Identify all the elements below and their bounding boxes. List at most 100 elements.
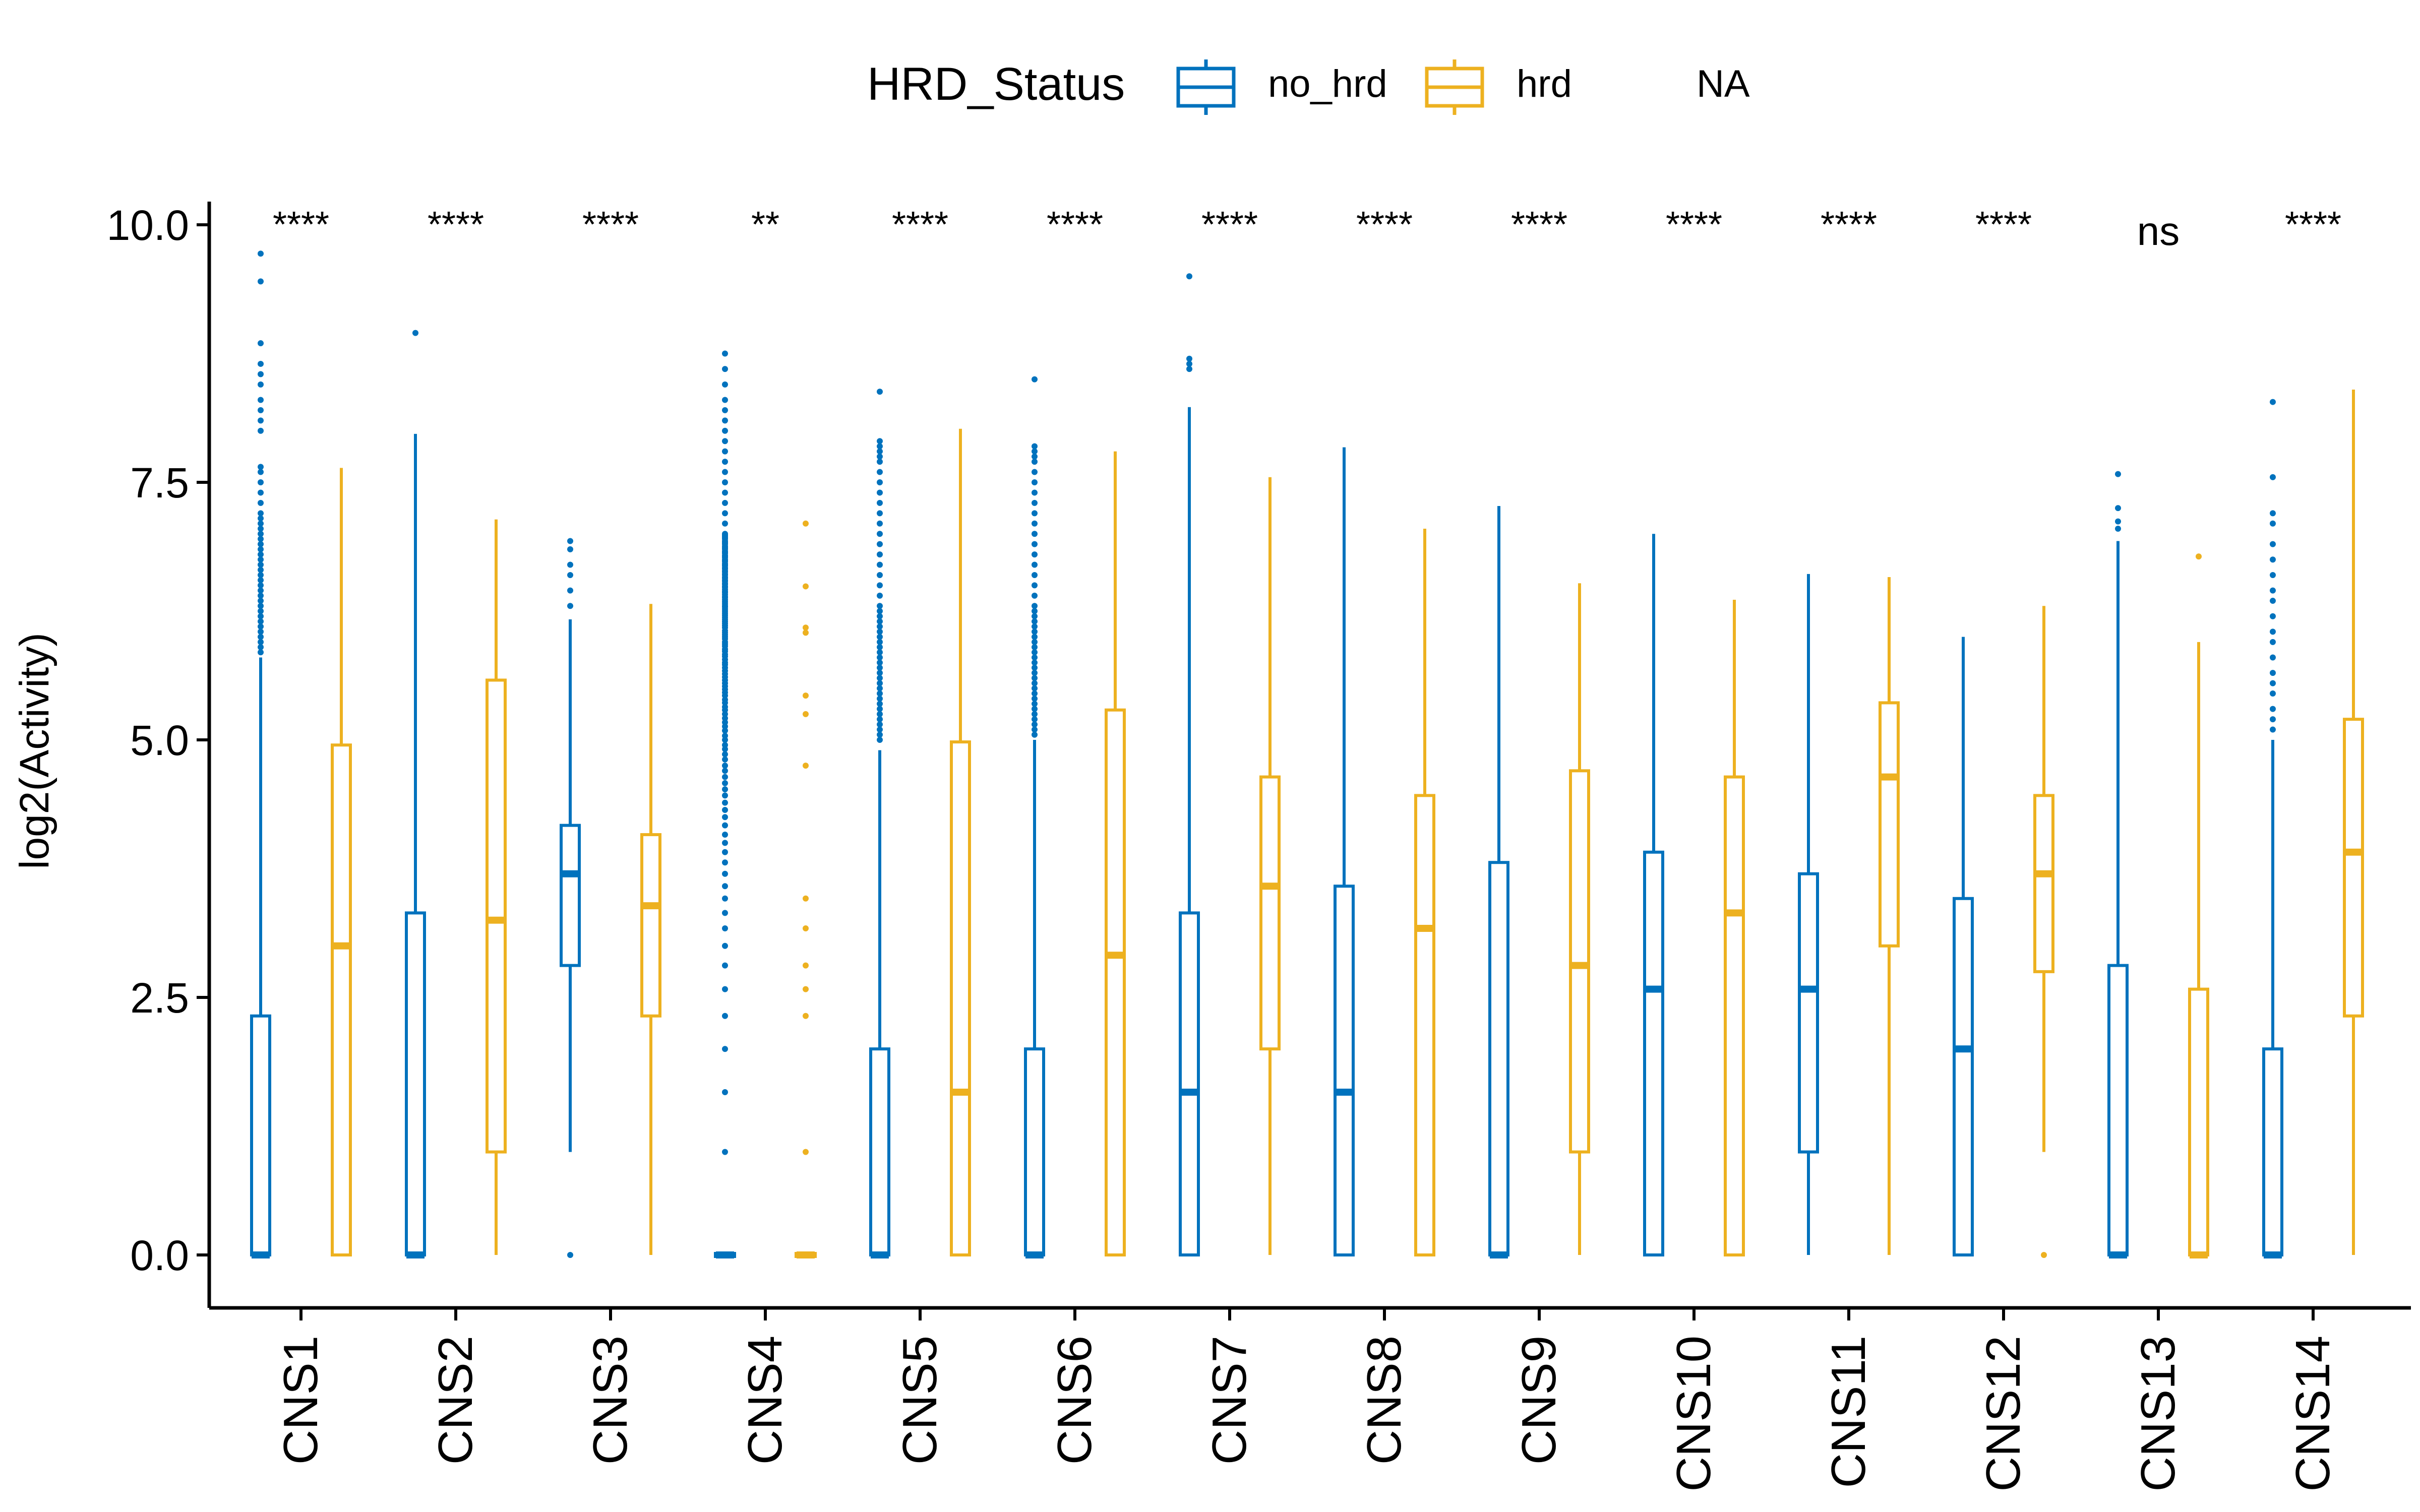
outlier-point	[722, 925, 728, 932]
significance-label: ****	[1975, 205, 2032, 245]
outlier-point	[258, 598, 264, 604]
outlier-point	[722, 350, 728, 357]
outlier-point	[877, 469, 883, 475]
outlier-point	[877, 659, 883, 666]
outlier-point	[722, 763, 728, 769]
outlier-point	[2270, 598, 2276, 604]
outlier-point	[722, 883, 728, 890]
outlier-point	[722, 381, 728, 388]
box-no_hrd-CNS2	[405, 330, 426, 1258]
outlier-point	[258, 360, 264, 367]
outlier-point	[258, 634, 264, 640]
x-tick-label: CNS12	[1976, 1336, 2030, 1491]
outlier-point	[877, 389, 883, 395]
outlier-point	[722, 786, 728, 793]
significance-label: ****	[1666, 205, 1722, 245]
box-body	[2107, 964, 2129, 1256]
outlier-point	[258, 572, 264, 578]
outlier-point	[877, 731, 883, 738]
box-body	[2262, 1047, 2283, 1256]
y-tick-label: 7.5	[130, 459, 189, 507]
outlier-point	[803, 583, 809, 590]
outlier-point	[258, 515, 264, 522]
box-no_hrd-CNS7	[1179, 273, 1200, 1256]
outlier-point	[1032, 572, 1038, 578]
outlier-point	[2270, 639, 2276, 645]
outlier-point	[1032, 675, 1038, 681]
outlier-point	[1032, 479, 1038, 485]
outlier-point	[2270, 474, 2276, 480]
outlier-point	[877, 675, 883, 681]
outlier-point	[877, 721, 883, 728]
significance-label: ****	[1201, 205, 1258, 245]
outlier-point	[1186, 366, 1192, 372]
outlier-point	[877, 701, 883, 707]
outlier-point	[877, 448, 883, 455]
outlier-point	[258, 556, 264, 563]
outlier-point	[258, 520, 264, 527]
outlier-point	[258, 649, 264, 656]
outlier-point	[877, 670, 883, 676]
significance-label: ****	[2285, 205, 2341, 245]
outlier-point	[722, 479, 728, 485]
outlier-point	[877, 680, 883, 686]
box-body	[1879, 701, 1900, 948]
outlier-point	[722, 799, 728, 806]
outlier-point	[1186, 360, 1192, 367]
legend-title: HRD_Status	[867, 58, 1125, 110]
outlier-point	[877, 716, 883, 723]
outlier-point	[258, 531, 264, 537]
outlier-point	[258, 587, 264, 594]
y-tick-label: 10.0	[107, 202, 190, 249]
outlier-point	[258, 577, 264, 584]
outlier-point	[877, 603, 883, 609]
outlier-point	[258, 427, 264, 434]
outlier-point	[877, 618, 883, 624]
outlier-point	[2270, 706, 2276, 712]
significance-label: ****	[428, 205, 484, 245]
outlier-point	[2270, 654, 2276, 661]
box-hrd-CNS3	[640, 604, 661, 1255]
outlier-point	[258, 546, 264, 552]
box-body	[2033, 794, 2054, 973]
legend-label-hrd: hrd	[1517, 62, 1572, 105]
outlier-point	[258, 397, 264, 403]
outlier-point	[722, 407, 728, 413]
outlier-point	[258, 608, 264, 614]
legend-key-hrd	[1425, 59, 1484, 115]
box-no_hrd-CNS8	[1334, 447, 1355, 1257]
outlier-point	[1032, 531, 1038, 537]
outlier-point	[877, 499, 883, 506]
outlier-point	[803, 624, 809, 631]
outlier-point	[877, 726, 883, 733]
outlier-point	[722, 459, 728, 465]
outlier-point	[877, 453, 883, 460]
outlier-point	[722, 895, 728, 902]
box-body	[1953, 897, 1974, 1256]
outlier-point	[258, 340, 264, 347]
box-hrd-CNS13	[2188, 553, 2209, 1258]
outlier-point	[1032, 680, 1038, 686]
x-tick-label: CNS1	[274, 1336, 328, 1465]
outlier-point	[2041, 1252, 2047, 1258]
box-body	[1024, 1047, 1045, 1256]
outlier-point	[722, 366, 728, 372]
outlier-point	[722, 910, 728, 916]
box-body	[250, 1014, 271, 1256]
outlier-point	[1032, 670, 1038, 676]
outlier-point	[722, 417, 728, 424]
outlier-point	[803, 962, 809, 969]
box-no_hrd-CNS1	[250, 250, 271, 1258]
outlier-point	[1032, 639, 1038, 645]
outlier-point	[567, 572, 573, 578]
outlier-point	[1032, 469, 1038, 475]
outlier-point	[258, 582, 264, 589]
outlier-point	[258, 639, 264, 645]
outlier-point	[258, 561, 264, 568]
outlier-point	[1032, 711, 1038, 717]
outlier-point	[2115, 525, 2121, 532]
outlier-point	[258, 371, 264, 377]
outlier-point	[877, 685, 883, 691]
outlier-point	[722, 469, 728, 475]
outlier-point	[258, 469, 264, 475]
